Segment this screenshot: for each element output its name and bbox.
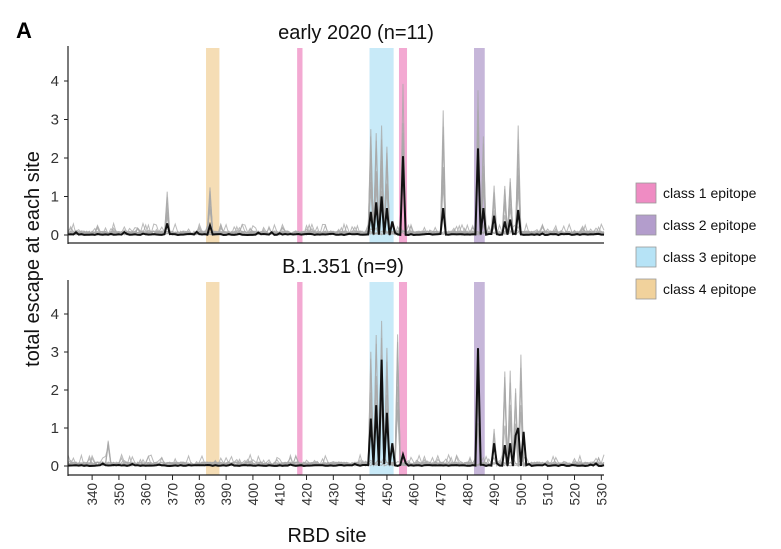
x-tick-label: 450: [380, 483, 395, 506]
y-tick-label: 4: [51, 73, 59, 90]
legend-swatch: [635, 214, 657, 236]
individual-escape-line: [67, 83, 605, 237]
x-tick-label: 490: [487, 483, 502, 506]
panel-early-2020: early 2020 (n=11) 0 1 2 3 4: [51, 22, 605, 244]
y-tick-label: 1: [51, 420, 59, 437]
x-axis-label: RBD site: [288, 525, 367, 547]
y-tick-label: 3: [51, 112, 59, 129]
x-tick-label: 380: [192, 483, 207, 506]
y-tick-label: 4: [51, 306, 59, 323]
individual-escape-line: [67, 355, 605, 468]
y-axis-label: total escape at each site: [22, 151, 44, 367]
escape-lines-panel-2: [67, 320, 605, 468]
epitope-band-1-2: [398, 282, 408, 475]
x-tick-label: 530: [594, 483, 609, 506]
y-tick-label: 0: [51, 458, 59, 475]
y-axis-panel-2: 0 1 2 3 4: [51, 306, 68, 475]
epitope-band-1-1: [297, 48, 303, 243]
panel-b1351: B.1.351 (n=9) 0 1 2 3 4: [51, 256, 605, 476]
epitope-band-4-1: [206, 282, 220, 475]
individual-escape-line: [67, 152, 605, 237]
y-tick-label: 2: [51, 382, 59, 399]
x-tick-label: 360: [139, 483, 154, 506]
x-tick-label: 410: [273, 483, 288, 506]
x-tick-label: 400: [246, 483, 261, 506]
legend-label: class 4 epitope: [663, 281, 757, 297]
median-escape-line: [67, 148, 604, 237]
epitope-band-1-1: [297, 282, 303, 475]
median-escape-line: [67, 348, 605, 468]
individual-escape-line: [67, 140, 605, 236]
x-tick-label: 480: [460, 483, 475, 506]
panel-title-b1351: B.1.351 (n=9): [282, 256, 404, 278]
individual-escape-line: [67, 110, 605, 237]
individual-escape-line: [67, 90, 604, 237]
x-axis-ticks: 340 350 360 370 380 390 400 410 420 430 440 450 460 4…: [85, 475, 609, 506]
legend-label: class 1 epitope: [663, 185, 757, 201]
y-axis-panel-1: 0 1 2 3 4: [51, 73, 68, 244]
y-tick-label: 2: [51, 150, 59, 167]
epitope-bands-panel-2: [206, 282, 485, 475]
x-tick-label: 370: [166, 483, 181, 506]
panel-letter: A: [16, 18, 32, 43]
y-tick-label: 1: [51, 189, 59, 206]
legend-label: class 3 epitope: [663, 249, 757, 265]
x-tick-label: 340: [85, 483, 100, 506]
escape-lines-panel-1: [67, 83, 605, 237]
y-tick-label: 3: [51, 344, 59, 361]
legend-swatch: [635, 246, 657, 268]
x-tick-label: 520: [568, 483, 583, 506]
individual-escape-line: [67, 152, 605, 236]
panel-title-early-2020: early 2020 (n=11): [278, 22, 434, 44]
x-tick-label: 390: [219, 483, 234, 506]
x-tick-label: 460: [407, 483, 422, 506]
x-tick-label: 500: [514, 483, 529, 506]
legend: class 1 epitope class 2 epitope class 3 ep…: [635, 182, 757, 300]
individual-escape-line: [67, 334, 605, 468]
x-tick-label: 470: [434, 483, 449, 506]
y-tick-label: 0: [51, 227, 59, 244]
x-tick-label: 350: [112, 483, 127, 506]
individual-escape-line: [67, 120, 605, 236]
x-tick-label: 420: [300, 483, 315, 506]
x-tick-label: 440: [353, 483, 368, 506]
legend-label: class 2 epitope: [663, 217, 757, 233]
x-tick-label: 510: [541, 483, 556, 506]
x-tick-label: 430: [326, 483, 341, 506]
individual-escape-line: [67, 130, 605, 236]
legend-swatch: [635, 278, 657, 300]
legend-swatch: [635, 182, 657, 204]
individual-escape-line: [67, 126, 605, 237]
